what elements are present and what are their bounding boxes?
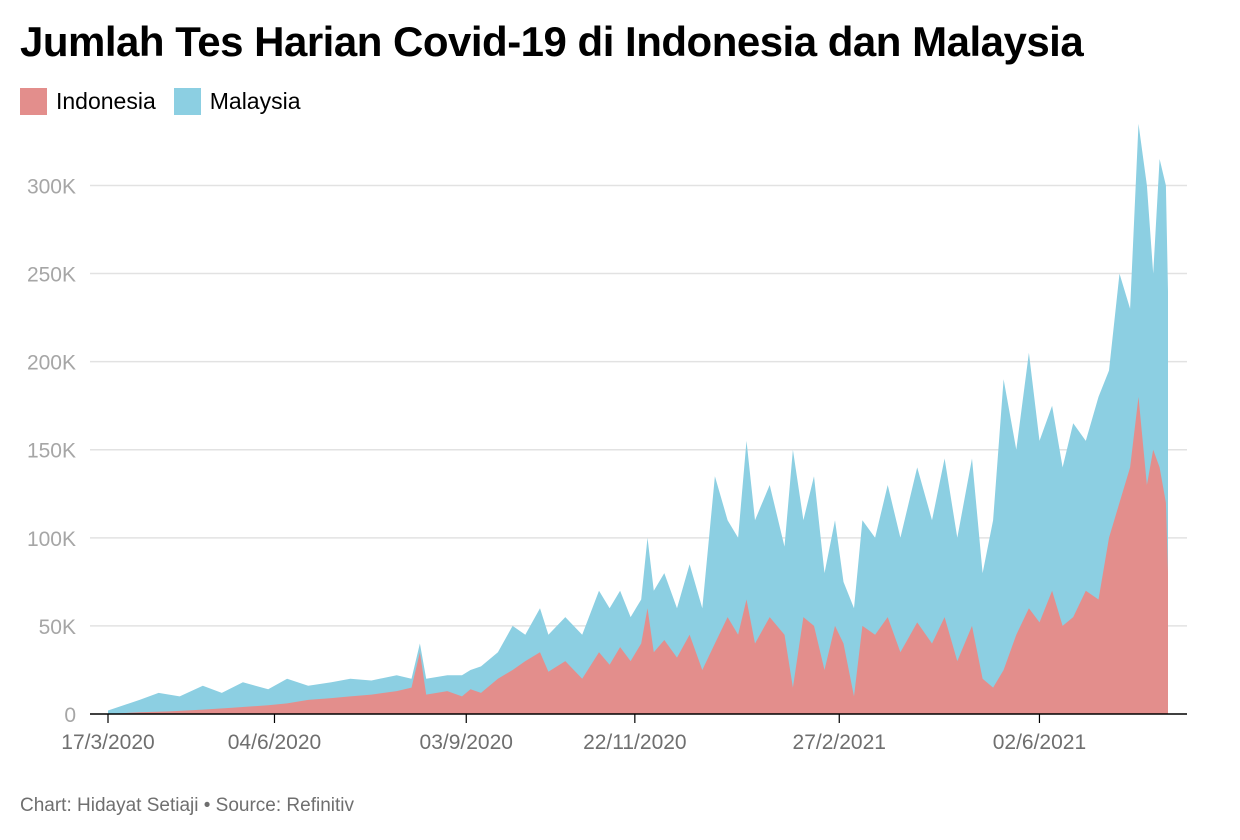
- legend-item-indonesia: Indonesia: [20, 88, 156, 115]
- legend-label-malaysia: Malaysia: [209, 88, 301, 114]
- series-area-indonesia: [108, 396, 1168, 714]
- y-tick-label: 250K: [27, 264, 76, 287]
- chart-title: Jumlah Tes Harian Covid-19 di Indonesia …: [20, 18, 1084, 65]
- legend-label-indonesia: Indonesia: [56, 88, 156, 114]
- x-tick-label: 27/2/2021: [793, 731, 886, 754]
- x-tick-label: 22/11/2020: [583, 731, 687, 754]
- y-tick-label: 150K: [27, 440, 76, 463]
- chart-footer-credit: Chart: Hidayat Setiaji • Source: Refinit…: [20, 795, 355, 816]
- legend-swatch-indonesia: [20, 88, 47, 115]
- y-tick-label: 100K: [27, 528, 76, 551]
- y-tick-label: 300K: [27, 175, 76, 198]
- x-tick-label: 03/9/2020: [420, 731, 513, 754]
- x-tick-label: 04/6/2020: [228, 731, 321, 754]
- legend-item-malaysia: Malaysia: [173, 88, 301, 115]
- y-tick-label: 200K: [27, 352, 76, 375]
- series-area-malaysia: [108, 123, 1168, 715]
- y-tick-label: 50K: [39, 616, 76, 639]
- chart-legend: Indonesia Malaysia: [20, 88, 319, 115]
- y-tick-label: 0: [64, 704, 76, 727]
- legend-swatch-malaysia: [173, 88, 201, 115]
- x-tick-label: 17/3/2020: [61, 731, 154, 754]
- x-tick-label: 02/6/2021: [993, 731, 1086, 754]
